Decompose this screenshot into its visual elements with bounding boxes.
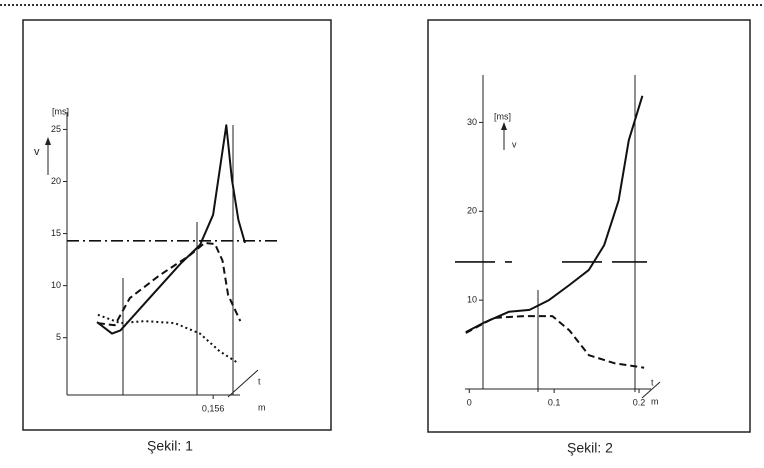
arrow-head — [45, 137, 51, 145]
y-tick-label: 10 — [467, 295, 477, 305]
line-series — [465, 315, 645, 369]
frame-2 — [427, 19, 751, 433]
x-label: t — [258, 376, 261, 386]
y-tick-label: 25 — [51, 124, 61, 134]
x-unit: m — [258, 402, 266, 412]
x-tick-label: 0.2 — [633, 397, 646, 407]
y-tick-label: 10 — [51, 280, 61, 290]
frame-1 — [22, 19, 332, 431]
arrow-head — [501, 122, 507, 130]
x-tick-label: 0,156 — [202, 403, 225, 413]
caption: Şekil: 2 — [567, 440, 613, 456]
x-unit: m — [651, 396, 659, 406]
x-tick-label: 0.1 — [548, 397, 561, 407]
y-tick-label: 5 — [56, 332, 61, 342]
y-label: v — [34, 146, 40, 158]
x-label: t — [651, 377, 654, 387]
label-stroke — [227, 369, 259, 398]
line-series — [465, 95, 644, 333]
line-series — [96, 124, 246, 335]
y-unit: [ms] — [52, 106, 69, 116]
y-tick-label: 30 — [467, 117, 477, 127]
y-unit: [ms] — [494, 111, 511, 121]
y-tick-label: 15 — [51, 228, 61, 238]
label-stroke — [641, 381, 661, 399]
line-series — [97, 313, 239, 364]
caption: Şekil: 1 — [147, 438, 193, 454]
y-tick-label: 20 — [51, 176, 61, 186]
y-tick-label: 20 — [467, 206, 477, 216]
x-tick-label: 0 — [467, 397, 472, 407]
line-series — [97, 241, 242, 327]
y-label: v — [512, 139, 517, 149]
